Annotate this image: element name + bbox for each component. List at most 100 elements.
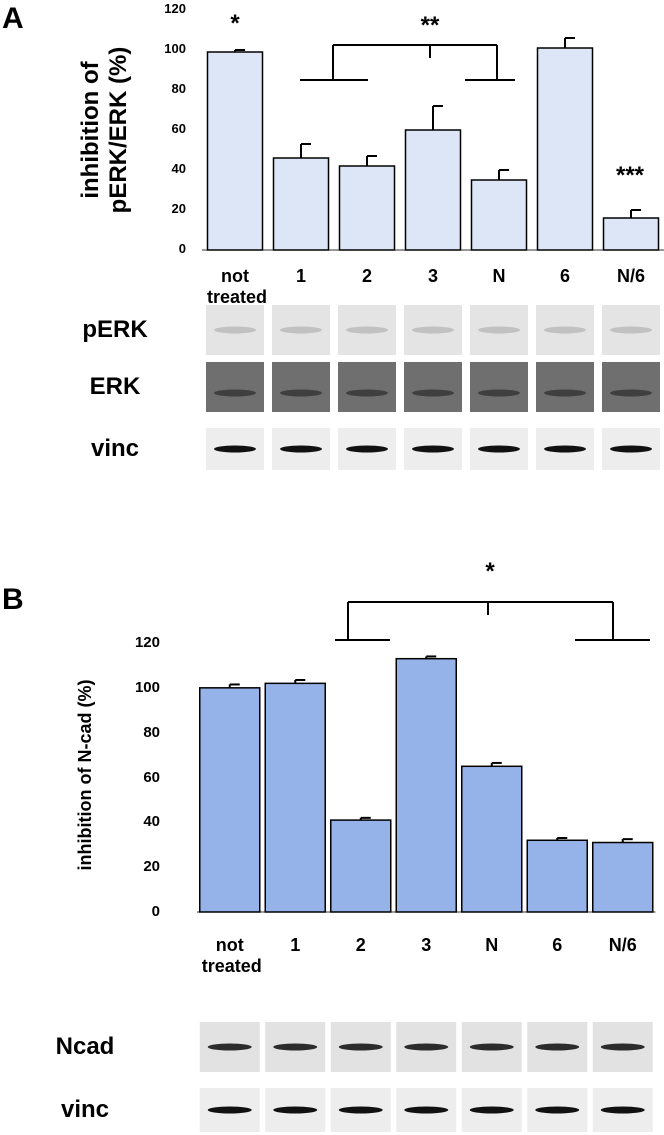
bar (470, 179, 528, 251)
blot-band (600, 1043, 645, 1051)
blot-band (346, 445, 388, 453)
blot-label: pERK (82, 316, 148, 343)
blot-band (544, 445, 586, 453)
x-tick-label: not treated (207, 266, 268, 307)
y-tick-label: 120 (134, 634, 160, 651)
blot-band (280, 445, 322, 453)
blot-lane (602, 362, 660, 412)
x-tick-label: 3 (427, 266, 438, 286)
x-tick-label: N/6 (616, 266, 645, 286)
y-tick-label: 60 (143, 768, 160, 786)
blot-band (280, 326, 322, 334)
blot-band (600, 1106, 645, 1114)
bar (272, 157, 330, 251)
y-tick-label: 0 (151, 903, 160, 920)
annotation: ** (420, 12, 440, 39)
x-tick-label: 3 (421, 935, 432, 955)
blot-band (412, 326, 454, 334)
bar (526, 839, 588, 913)
error-bar (432, 105, 443, 130)
x-tick-label: 2 (361, 266, 372, 286)
blot-band (535, 1106, 580, 1114)
x-tick-label: 2 (355, 935, 366, 955)
bar (206, 51, 264, 251)
bar (461, 765, 523, 913)
blot-band (280, 389, 322, 397)
blot-band (207, 1106, 252, 1114)
blot-band (346, 389, 388, 397)
blot-band (338, 1043, 383, 1051)
x-tick-label: N (492, 266, 506, 286)
y-axis-label: inhibition of N-cad (%) (74, 679, 95, 871)
blot-band (404, 1043, 449, 1051)
blot-band (610, 389, 652, 397)
blot-band (214, 326, 256, 334)
blot-band (544, 389, 586, 397)
blot-lane (272, 362, 330, 412)
y-tick-label: 100 (164, 41, 186, 57)
error-bar (425, 655, 437, 659)
bar (338, 165, 396, 251)
bar (602, 217, 660, 251)
blot-label: vinc (60, 1096, 110, 1123)
error-bar (366, 155, 377, 166)
bar (592, 841, 654, 913)
y-tick-label: 0 (178, 241, 186, 257)
annotation: *** (615, 162, 645, 189)
x-tick-label: 1 (295, 266, 306, 286)
blot-band (610, 326, 652, 334)
y-tick-label: 20 (171, 201, 186, 217)
error-bar (359, 816, 371, 821)
error-bar (621, 838, 633, 843)
blot-band (404, 1106, 449, 1114)
blot-band (469, 1106, 514, 1114)
y-tick-label: 60 (171, 121, 186, 137)
bar (404, 129, 462, 251)
error-bar (564, 37, 575, 48)
y-tick-label: 40 (171, 161, 186, 177)
panel-label: B (2, 583, 24, 616)
error-bar (630, 209, 641, 218)
y-axis-label: inhibition of pERK/ERK (%) (77, 46, 132, 214)
error-bar (490, 761, 502, 767)
blot-band (273, 1106, 318, 1114)
blot-lane (536, 362, 594, 412)
blot-band (478, 326, 520, 334)
y-tick-label: 20 (143, 858, 160, 876)
blot-band (273, 1043, 318, 1051)
blot-band (412, 389, 454, 397)
blot-band (338, 1106, 383, 1114)
blot-label: ERK (89, 373, 141, 400)
bar (199, 687, 261, 913)
blot-label: Ncad (55, 1033, 115, 1060)
x-tick-label: 6 (552, 935, 563, 955)
y-tick-label: 40 (143, 813, 160, 831)
blot-band (478, 445, 520, 453)
blot-band (544, 326, 586, 334)
x-tick-label: N (485, 935, 499, 955)
blot-band (535, 1043, 580, 1051)
error-bar (228, 683, 240, 688)
blot-lane (338, 362, 396, 412)
y-tick-label: 120 (164, 1, 186, 17)
blot-lane (470, 362, 528, 412)
error-bar (294, 678, 306, 684)
bar (264, 682, 326, 913)
error-bar (234, 49, 245, 52)
error-bar (300, 143, 311, 158)
y-tick-label: 100 (134, 678, 160, 696)
bar (395, 657, 457, 913)
blot-band (207, 1043, 252, 1051)
x-tick-label: N/6 (608, 935, 637, 955)
y-tick-label: 80 (143, 723, 160, 741)
blot-band (610, 445, 652, 453)
blot-band (478, 389, 520, 397)
error-bar (498, 169, 509, 180)
blot-band (214, 389, 256, 397)
blot-lane (404, 362, 462, 412)
x-tick-label: 6 (559, 266, 570, 286)
x-tick-label: 1 (290, 935, 301, 955)
blot-band (469, 1043, 514, 1051)
y-tick-label: 80 (171, 81, 186, 97)
